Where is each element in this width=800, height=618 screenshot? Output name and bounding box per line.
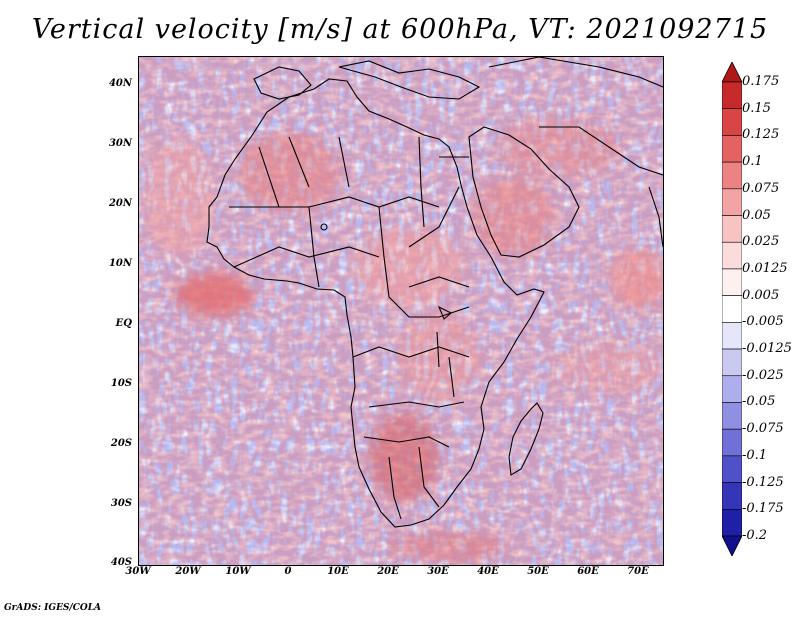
colorbar-swatch — [722, 215, 742, 243]
colorbar-level-label: -0.2 — [742, 528, 768, 543]
colorbar-level-label: -0.125 — [742, 474, 784, 490]
colorbar-level-label: 0.075 — [742, 180, 780, 196]
colorbar-level-label: 0.025 — [742, 234, 780, 250]
lon-label: 50E — [527, 566, 549, 577]
colorbar-level-label: -0.005 — [742, 314, 784, 330]
lat-label: EQ — [115, 318, 132, 329]
colorbar-swatch — [722, 188, 742, 216]
colorbar-bottom-arrow — [722, 535, 742, 556]
lon-label: 10W — [225, 566, 251, 577]
colorbar-swatch — [722, 268, 742, 296]
colorbar-swatch — [722, 348, 742, 377]
colorbar-level-label: -0.075 — [742, 421, 784, 437]
velocity-field-map — [139, 57, 663, 565]
colorbar-swatch — [722, 322, 742, 350]
map-plot-area — [138, 56, 664, 566]
lon-label: 20E — [377, 566, 399, 577]
lat-label: 10S — [110, 378, 132, 389]
colorbar-level-label: -0.1 — [742, 447, 768, 463]
colorbar-level-label: 0.005 — [742, 287, 780, 303]
colorbar-swatch — [722, 508, 742, 537]
coastlines — [206, 57, 663, 528]
colorbar-swatch — [722, 81, 742, 110]
colorbar-level-label: 0.175 — [742, 74, 780, 89]
colorbar-level-label: 0.1 — [742, 154, 763, 170]
lat-label: 20S — [110, 438, 132, 449]
colorbar-level-label: -0.025 — [742, 367, 784, 383]
lat-label: 30S — [110, 498, 132, 509]
colorbar-level-label: 0.15 — [742, 100, 771, 116]
colorbar — [722, 62, 742, 556]
lon-label: 0 — [284, 566, 292, 577]
lon-label: 60E — [577, 566, 599, 577]
colorbar-level-label: -0.0125 — [742, 341, 792, 357]
lon-label: 30E — [427, 566, 449, 577]
plot-title: Vertical velocity [m/s] at 600hPa, VT: 2… — [31, 14, 769, 45]
colorbar-level-label: -0.175 — [742, 501, 784, 517]
colorbar-swatch — [722, 375, 742, 403]
colorbar-swatch — [722, 428, 742, 457]
colorbar-swatch — [722, 295, 742, 323]
lon-label: 10E — [327, 566, 349, 577]
lon-label: 70E — [627, 566, 649, 577]
lat-label: 20N — [108, 198, 132, 209]
colorbar-top-arrow — [722, 62, 742, 83]
credit-text: GrADS: IGES/COLA — [4, 603, 102, 613]
colorbar-swatch — [722, 161, 742, 190]
lat-label: 40S — [110, 557, 132, 568]
colorbar-swatch — [722, 135, 742, 163]
colorbar-level-label: 0.05 — [742, 207, 771, 223]
colorbar-level-label: 0.0125 — [742, 260, 788, 276]
lon-label: 40E — [477, 566, 499, 577]
colorbar-level-label: -0.05 — [742, 394, 776, 410]
colorbar-level-label: 0.125 — [742, 127, 780, 143]
colorbar-swatch — [722, 108, 742, 136]
colorbar-swatch — [722, 482, 742, 510]
colorbar-swatch — [722, 402, 742, 430]
lat-label: 30N — [108, 138, 132, 149]
lat-label: 40N — [108, 78, 132, 89]
lon-label: 30W — [125, 566, 151, 577]
lat-label: 10N — [108, 258, 132, 269]
colorbar-swatch — [722, 241, 742, 270]
colorbar-swatch — [722, 455, 742, 483]
lon-label: 20W — [175, 566, 201, 577]
